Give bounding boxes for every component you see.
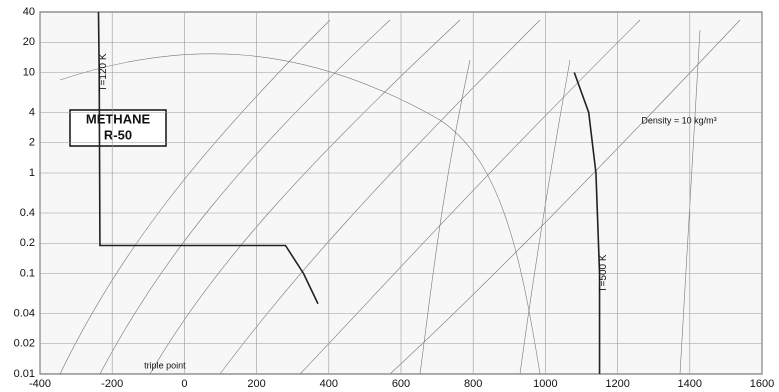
- x-tick-label: 1400: [678, 378, 702, 390]
- chart-title: METHANE: [86, 111, 151, 126]
- x-tick-label: 0: [181, 378, 187, 390]
- y-tick-label: 0.4: [20, 207, 35, 219]
- y-tick-label: 10: [23, 66, 35, 78]
- curve-label: T=120 K: [98, 53, 109, 91]
- x-tick-label: 1000: [533, 378, 557, 390]
- x-tick-label: 1600: [750, 378, 774, 390]
- annotation: triple point: [144, 360, 186, 370]
- y-tick-label: 0.04: [14, 307, 35, 319]
- y-tick-label: 0.1: [20, 267, 35, 279]
- x-tick-label: -400: [29, 378, 51, 390]
- x-tick-label: 600: [392, 378, 410, 390]
- x-tick-label: 1200: [605, 378, 629, 390]
- x-tick-label: 200: [247, 378, 265, 390]
- chart: METHANE R-50 0.010.020.040.10.20.4124102…: [0, 0, 779, 392]
- x-tick-label: 400: [320, 378, 338, 390]
- y-tick-label: 2: [29, 137, 35, 149]
- y-tick-label: 0.02: [14, 338, 35, 350]
- y-tick-label: 20: [23, 36, 35, 48]
- y-tick-label: 1: [29, 167, 35, 179]
- y-tick-label: 40: [23, 6, 35, 18]
- curve-label: T=500 K: [598, 254, 609, 292]
- y-tick-label: 0.2: [20, 237, 35, 249]
- chart-subtitle: R-50: [104, 127, 132, 142]
- annotation: Density = 10 kg/m³: [641, 115, 716, 125]
- x-tick-label: 800: [464, 378, 482, 390]
- x-tick-label: -200: [101, 378, 123, 390]
- y-tick-label: 4: [29, 106, 35, 118]
